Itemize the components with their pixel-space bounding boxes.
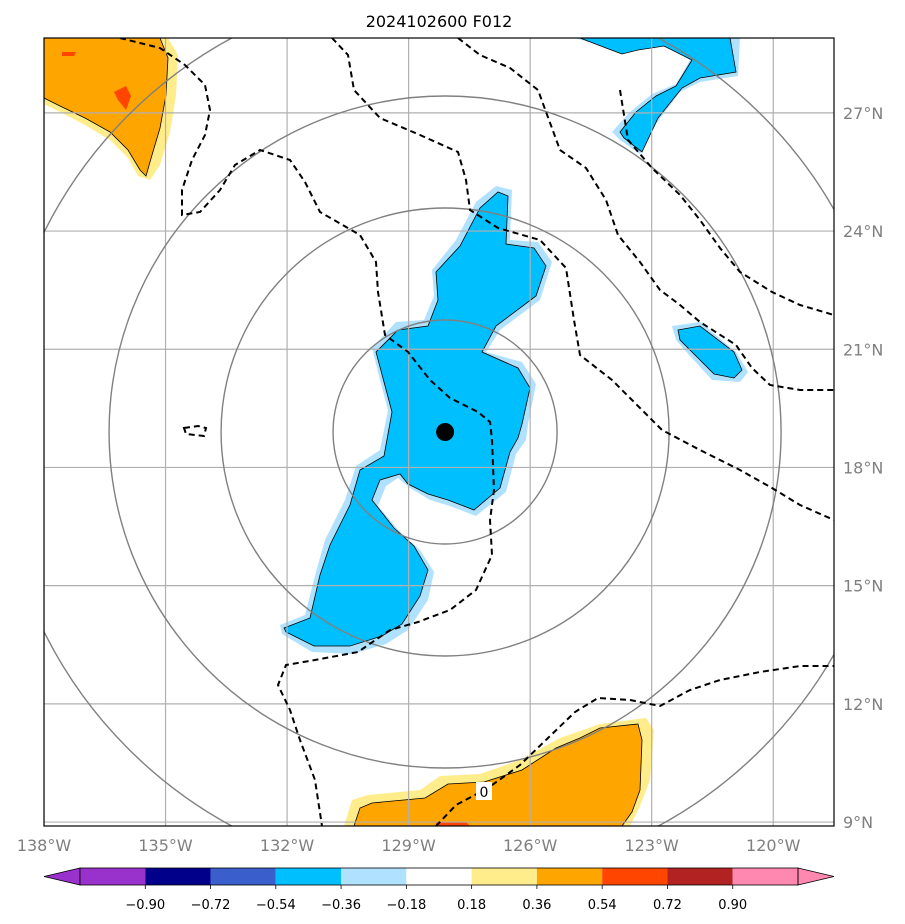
colorbar-tick-label: 0.90 (718, 898, 747, 913)
colorbar-segment (145, 868, 211, 885)
colorbar: −0.90 −0.72 −0.54 −0.36 −0.18 0.18 0.36 0.54 0.7… (43, 867, 835, 913)
colorbar-tick-label: −0.54 (256, 898, 296, 913)
colorbar-tick-label: 0.18 (457, 898, 486, 913)
colorbar-segment (80, 868, 146, 885)
colorbar-tick-label: −0.18 (386, 898, 426, 913)
contour-line-4 (619, 89, 834, 316)
colorbar-segment (732, 868, 798, 885)
map-plot-area: 0 (44, 38, 834, 826)
positive-peak-northwest-2 (62, 52, 76, 56)
shaded-field (44, 38, 748, 826)
zero-contours (119, 38, 834, 826)
colorbar-tick-label: −0.72 (191, 898, 231, 913)
negative-region-central (283, 191, 547, 647)
chart-title: 2024102600 F012 (366, 12, 513, 31)
longitude-tick-label: 135°W (138, 836, 193, 855)
positive-region-south (353, 723, 643, 826)
latitude-tick-label: 27°N (843, 104, 883, 123)
longitude-tick-label: 120°W (746, 836, 801, 855)
colorbar-segment (210, 868, 276, 885)
positive-region-northwest (44, 38, 169, 177)
contour-line-2 (331, 38, 834, 521)
contour-label-background (476, 782, 492, 800)
colorbar-segment (471, 868, 537, 885)
map-frame (43, 37, 835, 827)
longitude-tick-label: 129°W (381, 836, 436, 855)
negative-region-northeast-2 (677, 325, 743, 379)
positive-peak-south (436, 822, 470, 826)
colorbar-segment (667, 868, 733, 885)
colorbar-segment (602, 868, 668, 885)
latitude-tick-label: 21°N (843, 340, 883, 359)
range-ring (220, 207, 670, 657)
longitude-tick-label: 126°W (503, 836, 558, 855)
storm-center-marker (436, 423, 455, 441)
negative-region-northeast-1 (579, 38, 737, 153)
colorbar-under-extension (43, 867, 81, 886)
colorbar-tick-label: 0.36 (522, 898, 551, 913)
colorbar-over-extension (797, 867, 835, 886)
colorbar-segment (341, 868, 407, 885)
colorbar-tick-label: 0.54 (588, 898, 617, 913)
colorbar-frame (79, 867, 799, 886)
latitude-tick-label: 9°N (843, 813, 873, 832)
latitude-tick-label: 12°N (843, 695, 883, 714)
colorbar-segment (406, 868, 472, 885)
colorbar-tick-label: −0.36 (321, 898, 361, 913)
longitude-labels: 138°W 135°W 132°W 129°W 126°W 123°W 120°W (17, 836, 801, 855)
contour-label: 0 (480, 785, 489, 801)
colorbar-segment (275, 868, 342, 885)
contour-line-3 (457, 38, 834, 391)
colorbar-segment (536, 868, 603, 885)
latitude-tick-label: 18°N (843, 458, 883, 477)
longitude-tick-label: 132°W (260, 836, 315, 855)
latitude-tick-label: 24°N (843, 222, 883, 241)
colorbar-tick-label: 0.72 (653, 898, 682, 913)
colorbar-tick-label: −0.90 (125, 898, 165, 913)
positive-peak-northwest-1 (114, 86, 131, 110)
longitude-tick-label: 123°W (625, 836, 680, 855)
longitude-tick-label: 138°W (17, 836, 72, 855)
latitude-labels: 9°N 12°N 15°N 18°N 21°N 24°N 27°N (843, 104, 883, 832)
contour-line-5 (435, 665, 834, 826)
latitude-tick-label: 15°N (843, 577, 883, 596)
range-rings (44, 38, 834, 826)
range-ring (332, 319, 558, 545)
contour-line-6 (182, 424, 208, 438)
contour-line-1 (119, 38, 496, 826)
range-ring (108, 95, 782, 769)
